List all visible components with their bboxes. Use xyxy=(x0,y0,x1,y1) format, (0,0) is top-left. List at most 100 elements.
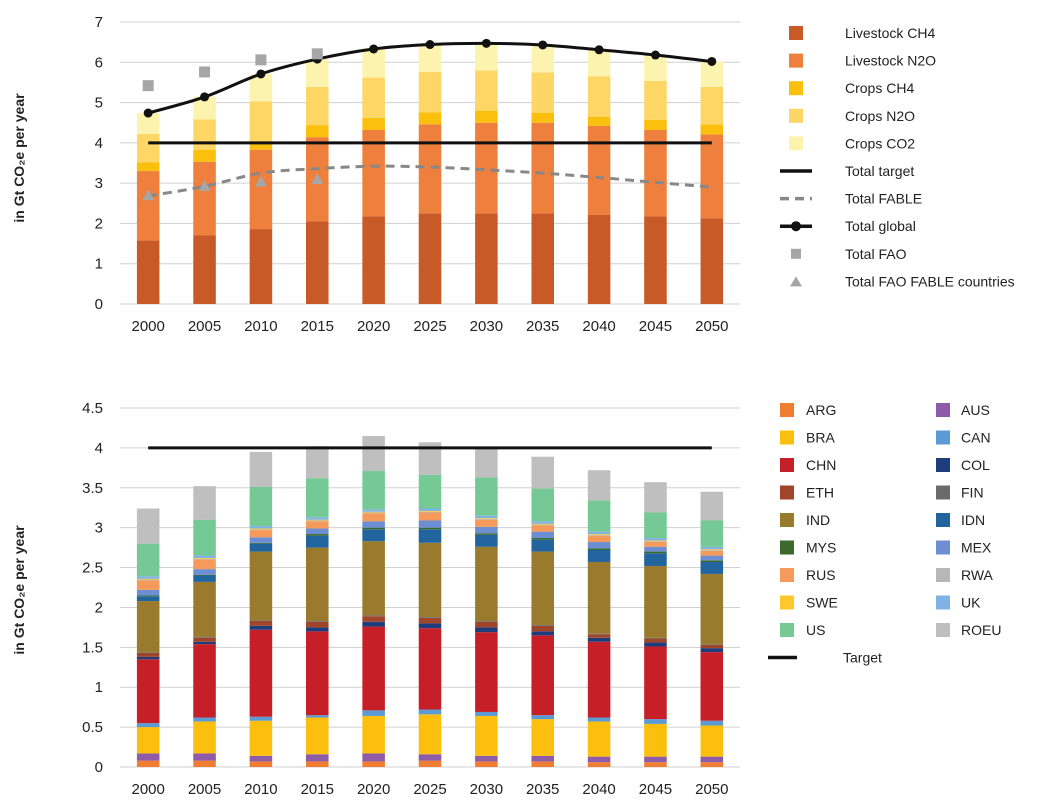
bar-segment-mys xyxy=(587,548,611,551)
bar-segment-eth xyxy=(306,621,329,628)
bar-segment-livestock-ch4 xyxy=(587,214,611,304)
bar-segment-can xyxy=(418,709,442,715)
bar-segment-rwa xyxy=(136,579,160,581)
legend-swatch-bra xyxy=(780,430,794,445)
bar-segment-col xyxy=(644,642,667,647)
bar-segment-ind xyxy=(531,551,554,625)
bar-segment-us xyxy=(193,519,216,556)
bar-segment-crops-co2 xyxy=(644,54,667,81)
bar-segment-crops-co2 xyxy=(306,59,329,87)
bar-segment-livestock-ch4 xyxy=(418,213,442,304)
bar-segment-can xyxy=(644,719,667,724)
bar-segment-swe xyxy=(531,523,554,525)
bar-segment-eth xyxy=(475,621,498,628)
x-tick-label: 2015 xyxy=(301,318,334,335)
bar-segment-crops-ch4 xyxy=(249,141,273,150)
bar-segment-can xyxy=(587,717,611,722)
bar-segment-crops-ch4 xyxy=(136,162,160,172)
line-marker-total-global xyxy=(594,45,604,55)
legend-label: BRA xyxy=(806,430,835,446)
bar-segment-uk xyxy=(362,509,385,512)
legend-marker-total-fao-fable-countries xyxy=(790,276,802,287)
bar-segment-rus xyxy=(249,530,273,538)
bar-segment-idn xyxy=(136,596,160,602)
line-marker-total-global xyxy=(369,44,379,54)
bar-segment-swe xyxy=(249,528,273,530)
legend-swatch-mex xyxy=(936,540,950,555)
bar-segment-uk xyxy=(306,517,329,520)
bar-segment-rwa xyxy=(249,529,273,531)
legend-label: CHN xyxy=(806,457,836,473)
x-tick-label: 2040 xyxy=(582,781,615,798)
bar-segment-rus xyxy=(306,521,329,529)
bar-segment-idn xyxy=(531,539,554,552)
bottom-country-chart: in Gt CO₂e per year 0 0.5 1 1.5 2 2.5 3 3.5 4 4.5… xyxy=(11,400,1001,798)
y-tick-label: 2 xyxy=(95,599,103,616)
bar-segment-col xyxy=(587,637,611,642)
legend-swatch-crops-co2 xyxy=(789,136,803,151)
bar-segment-mex xyxy=(418,520,442,528)
bar-segment-crops-n2o xyxy=(475,70,498,111)
bar-segment-can xyxy=(306,715,329,718)
top-emissions-chart: in Gt CO₂e per year 0 1 2 3 4 5 6 7 2000 2005 2010… xyxy=(11,14,1015,335)
legend-label: AUS xyxy=(961,402,990,418)
bar-segment-rwa xyxy=(418,511,442,513)
bar-segment-roeu xyxy=(644,482,667,513)
x-tick-label: 2025 xyxy=(413,781,446,798)
legend-label: ETH xyxy=(806,485,834,501)
bar-segment-mys xyxy=(700,560,724,562)
line-marker-total-global xyxy=(707,56,717,66)
line-marker-total-global xyxy=(143,108,153,118)
bar-segment-arg xyxy=(700,762,724,767)
bar-segment-arg xyxy=(587,762,611,767)
point-total-fao-fable-countries xyxy=(198,179,211,191)
bar-segment-us xyxy=(475,477,498,516)
legend-label: SWE xyxy=(806,595,838,611)
legend-label: Total FAO xyxy=(845,246,907,262)
bar-segment-crops-n2o xyxy=(587,76,611,117)
bar-segment-ind xyxy=(306,547,329,622)
x-tick-label: 2030 xyxy=(470,781,503,798)
bar-segment-crops-co2 xyxy=(136,113,160,134)
y-tick-label: 3 xyxy=(95,520,103,537)
legend-label: UK xyxy=(961,595,981,611)
bar-segment-livestock-ch4 xyxy=(306,221,329,304)
bar-segment-rus xyxy=(362,513,385,522)
bar-segment-roeu xyxy=(249,451,273,487)
legend-label: Livestock N2O xyxy=(845,53,936,69)
bar-segment-eth xyxy=(700,644,724,649)
bar-segment-can xyxy=(249,716,273,721)
bar-segment-uk xyxy=(587,531,611,535)
bar-segment-fin xyxy=(644,637,667,639)
y-tick-label: 4 xyxy=(95,440,103,457)
bar-segment-col xyxy=(362,621,385,627)
bottom-y-axis-label: in Gt CO₂e per year xyxy=(11,525,27,655)
x-tick-label: 2020 xyxy=(357,318,390,335)
y-tick-label: 4.5 xyxy=(82,400,103,417)
bar-segment-fin xyxy=(362,615,385,617)
bar-segment-bra xyxy=(531,719,554,756)
bar-segment-uk xyxy=(249,526,273,529)
bar-segment-ind xyxy=(418,542,442,618)
legend-swatch-us xyxy=(780,623,794,637)
legend-swatch-eth xyxy=(780,485,794,500)
bar-segment-eth xyxy=(193,637,216,642)
top-y-axis-label: in Gt CO₂e per year xyxy=(11,93,27,223)
bar-segment-aus xyxy=(306,754,329,762)
point-total-fao-fable-countries xyxy=(142,189,155,201)
y-tick-label: 1.5 xyxy=(82,639,103,656)
bar-segment-rwa xyxy=(587,534,611,536)
bar-segment-can xyxy=(362,710,385,716)
line-marker-total-global xyxy=(425,40,435,50)
bar-segment-fin xyxy=(193,636,216,638)
bar-segment-roeu xyxy=(531,456,554,489)
bar-segment-rwa xyxy=(362,512,385,514)
bar-segment-arg xyxy=(644,762,667,767)
bar-segment-eth xyxy=(531,625,554,632)
bar-segment-idn xyxy=(193,575,216,582)
legend-label: ARG xyxy=(806,402,836,418)
bar-segment-mex xyxy=(362,521,385,528)
bar-segment-roeu xyxy=(587,470,611,501)
point-total-fao xyxy=(255,54,267,66)
bar-segment-chn xyxy=(249,629,273,717)
